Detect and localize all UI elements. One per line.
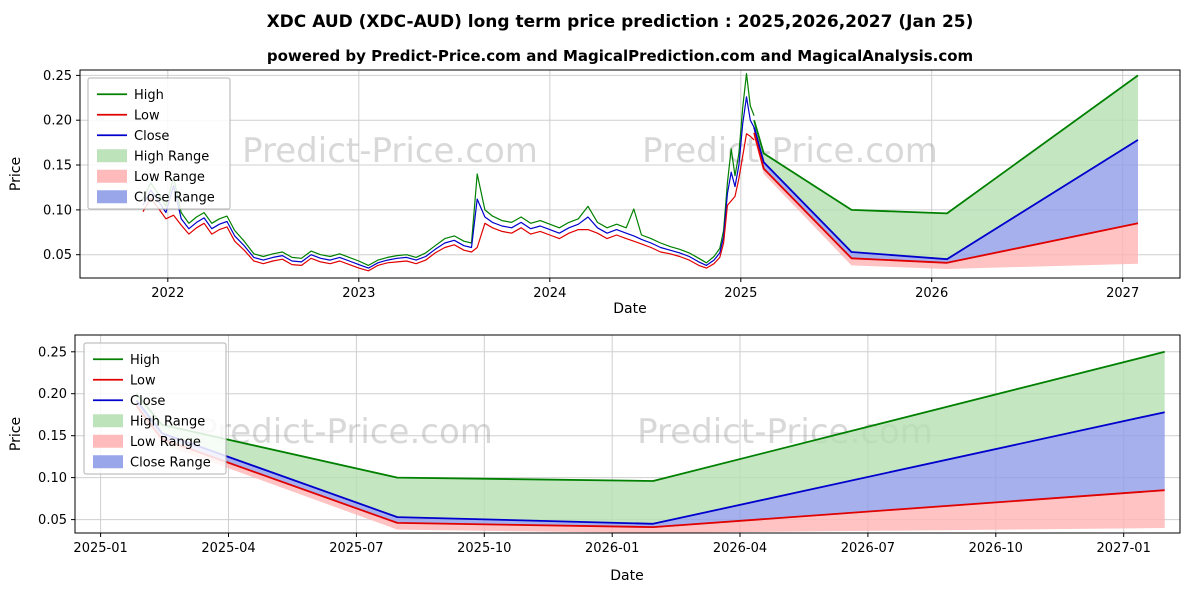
x-tick-label: 2022 xyxy=(151,286,184,301)
tick-marks xyxy=(76,74,1124,282)
x-tick-label: 2025 xyxy=(724,286,757,301)
x-tick-label: 2025-01 xyxy=(73,541,127,556)
legend-label: Close xyxy=(134,129,169,144)
x-tick-label: 2025-04 xyxy=(201,541,255,556)
x-tick-label: 2026-01 xyxy=(585,541,639,556)
close-range-area xyxy=(754,127,1138,263)
y-tick-label: 0.15 xyxy=(43,159,72,174)
legend-swatch-high-range xyxy=(97,149,127,163)
legend-label: High Range xyxy=(134,149,209,164)
low-range-area xyxy=(754,132,1138,269)
legend-label: Low Range xyxy=(134,170,205,185)
forecast-low-line xyxy=(753,132,1139,264)
legend-label: Low xyxy=(130,373,156,388)
low-range-area xyxy=(136,405,1165,533)
x-tick-label: 2026-10 xyxy=(969,541,1023,556)
x-tick-label: 2025-07 xyxy=(329,541,383,556)
watermark-text: Predict-Price.com xyxy=(642,131,938,171)
x-tick-label: 2027-01 xyxy=(1097,541,1151,556)
tick-marks xyxy=(71,351,1125,537)
legend-swatch-close-range xyxy=(93,455,123,469)
legend-swatch-high-range xyxy=(93,414,123,428)
bottom-x-axis-label: Date xyxy=(610,568,643,584)
figure-title: XDC AUD (XDC-AUD) long term price predic… xyxy=(267,12,974,32)
forecast-high-line xyxy=(753,74,1139,215)
legend: High Low Close High Range Low Range Close Ran… xyxy=(87,77,231,210)
legend: High Low Close High Range Low Range Close Ran… xyxy=(83,342,227,475)
high-range-area xyxy=(136,351,1165,524)
close-range-area xyxy=(136,400,1165,528)
legend-swatch-low-range xyxy=(93,434,123,448)
bottom-y-axis-label: Price xyxy=(8,417,24,451)
y-tick-label: 0.25 xyxy=(43,69,72,84)
x-tick-label: 2024 xyxy=(533,286,566,301)
legend-label: Low xyxy=(134,108,160,123)
legend-label: High Range xyxy=(130,414,205,429)
legend-swatch-low-range xyxy=(97,169,127,183)
y-tick-label: 0.10 xyxy=(38,471,67,486)
x-tick-label: 2027 xyxy=(1106,286,1139,301)
y-tick-label: 0.25 xyxy=(38,345,67,360)
plot-border xyxy=(79,69,1181,279)
legend-label: High xyxy=(134,88,164,103)
plot-border xyxy=(74,334,1181,534)
legend-label: Close Range xyxy=(130,455,211,470)
x-tick-label: 2026-07 xyxy=(841,541,895,556)
y-tick-label: 0.05 xyxy=(43,248,72,263)
x-tick-label: 2025-10 xyxy=(457,541,511,556)
y-tick-label: 0.20 xyxy=(38,387,67,402)
forecast-close-line xyxy=(753,127,1139,261)
legend-label: Close xyxy=(130,394,165,409)
x-tick-label: 2026 xyxy=(915,286,948,301)
prediction-chart: Predict-Price.com Predict-Price.com2025-0… xyxy=(38,334,1181,556)
legend-label: High xyxy=(130,353,160,368)
y-tick-label: 0.20 xyxy=(43,114,72,129)
top-y-axis-label: Price xyxy=(8,157,24,191)
history-low-line xyxy=(142,133,755,272)
y-tick-label: 0.10 xyxy=(43,203,72,218)
legend-label: Low Range xyxy=(130,435,201,450)
top-x-axis-label: Date xyxy=(613,301,646,317)
y-tick-label: 0.05 xyxy=(38,513,67,528)
y-tick-label: 0.15 xyxy=(38,429,67,444)
figure-subtitle: powered by Predict-Price.com and Magical… xyxy=(267,47,973,65)
legend-swatch-close-range xyxy=(97,190,127,204)
x-tick-label: 2023 xyxy=(342,286,375,301)
x-tick-label: 2026-04 xyxy=(713,541,767,556)
high-range-area xyxy=(754,75,1138,260)
history-close-line xyxy=(142,96,755,269)
price-history-chart: Predict-Price.com Predict-Price.com 2022 20… xyxy=(43,69,1181,301)
watermark-text: Predict-Price.com xyxy=(242,131,538,171)
legend-label: Close Range xyxy=(134,190,215,205)
